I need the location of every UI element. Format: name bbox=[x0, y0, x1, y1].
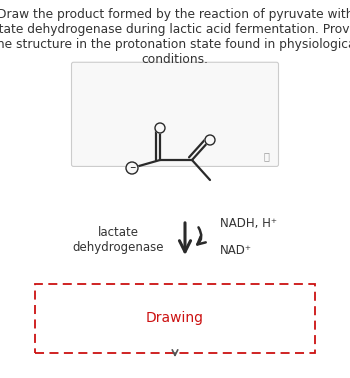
Text: Drawing: Drawing bbox=[146, 311, 204, 325]
Text: NADH, H⁺: NADH, H⁺ bbox=[220, 217, 277, 229]
Text: Draw the product formed by the reaction of pyruvate with
lactate dehydrogenase d: Draw the product formed by the reaction … bbox=[0, 8, 350, 66]
Circle shape bbox=[126, 162, 138, 174]
Text: NAD⁺: NAD⁺ bbox=[220, 243, 252, 257]
Text: lactate
dehydrogenase: lactate dehydrogenase bbox=[72, 226, 164, 254]
Circle shape bbox=[155, 123, 165, 133]
FancyArrowPatch shape bbox=[197, 227, 206, 245]
Text: −: − bbox=[129, 164, 135, 172]
FancyBboxPatch shape bbox=[71, 62, 279, 166]
Bar bbox=[35, 284, 315, 353]
Circle shape bbox=[205, 135, 215, 145]
Text: ⧉: ⧉ bbox=[264, 152, 270, 161]
